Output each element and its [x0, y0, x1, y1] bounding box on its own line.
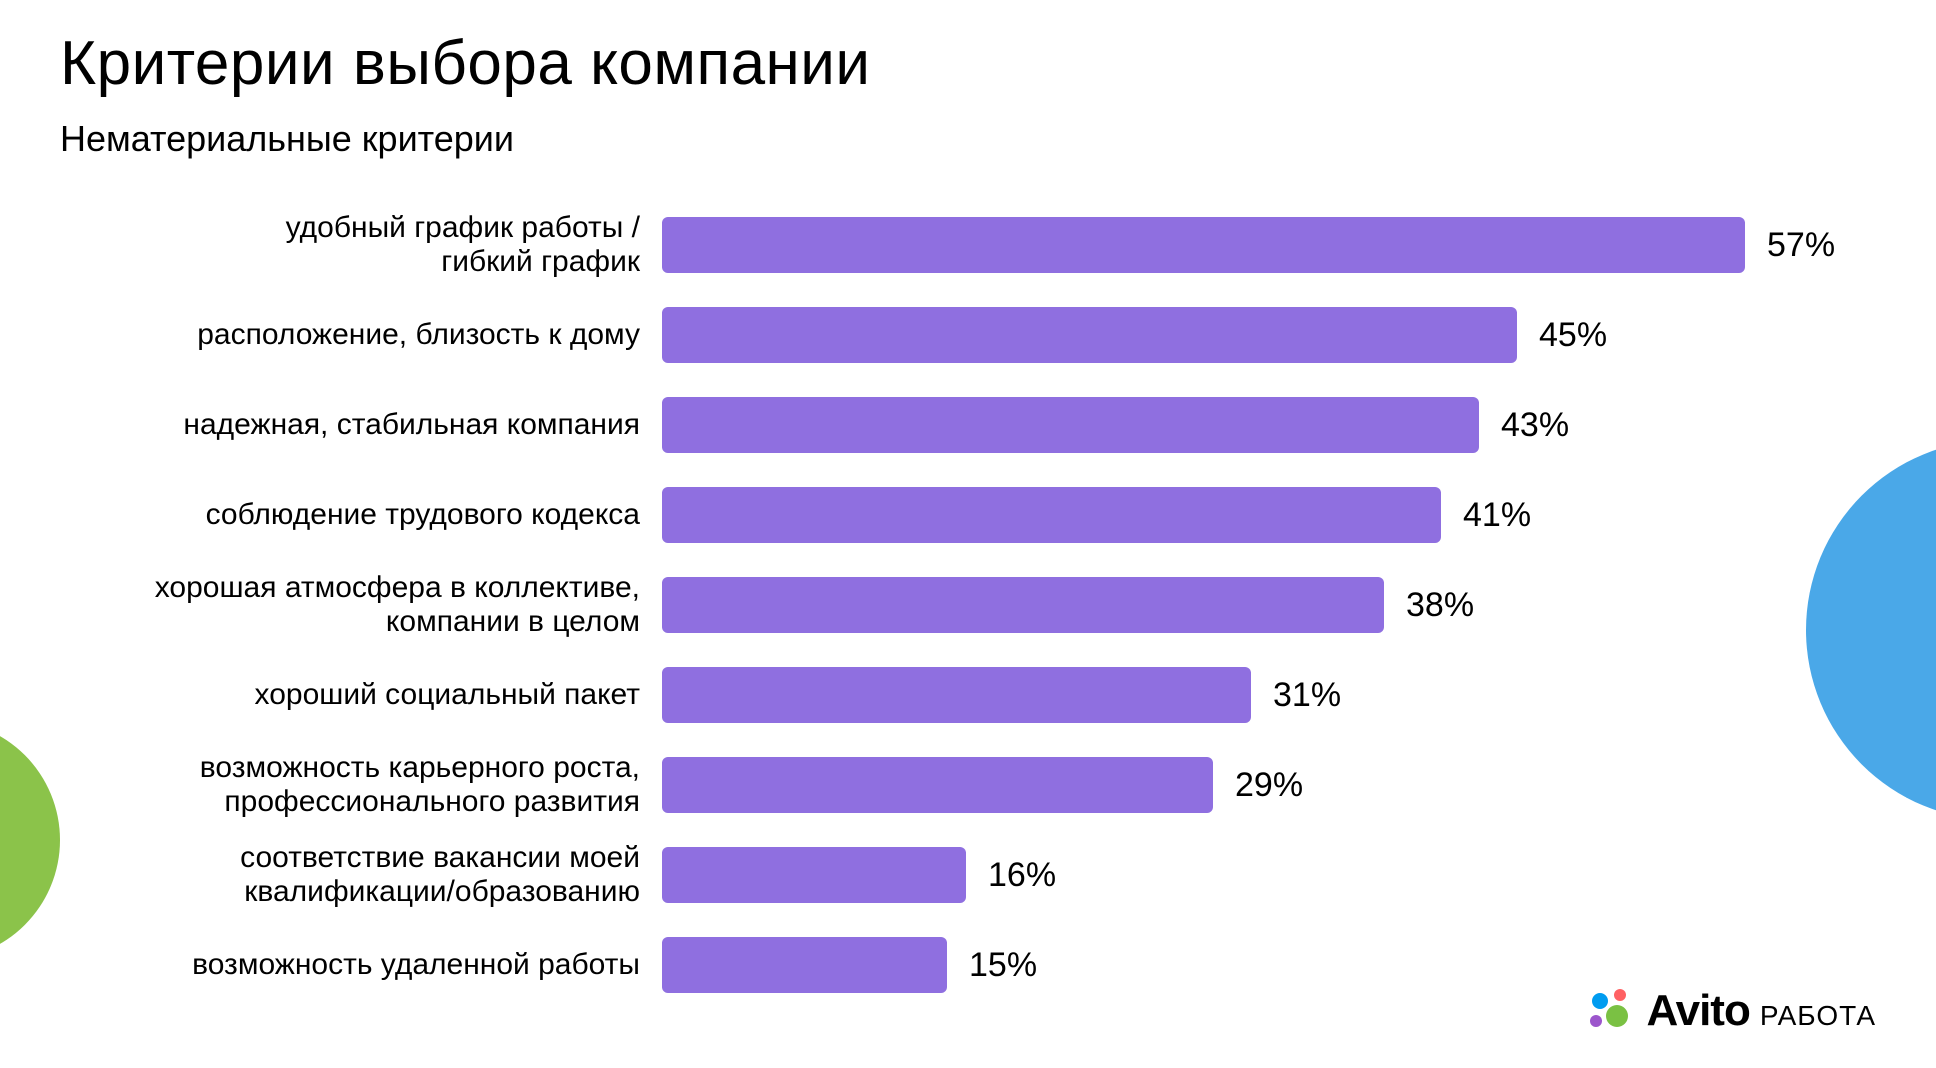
bar-area: 57%	[662, 215, 1835, 275]
slide-subtitle: Нематериальные критерии	[60, 118, 514, 160]
bar-area: 38%	[662, 575, 1802, 635]
logo-dot	[1590, 1015, 1602, 1027]
bar-value: 29%	[1235, 766, 1303, 805]
bar-label: соблюдение трудового кодекса	[0, 498, 662, 532]
bar-value: 15%	[969, 946, 1037, 985]
bar-area: 31%	[662, 665, 1802, 725]
logo-dot	[1614, 989, 1626, 1001]
bar-label: соответствие вакансии моей квалификации/…	[0, 841, 662, 908]
bar-area: 45%	[662, 305, 1802, 365]
chart-row: возможность карьерного роста, профессион…	[0, 740, 1936, 830]
bar-label: возможность удаленной работы	[0, 948, 662, 982]
chart-row: удобный график работы / гибкий график 57%	[0, 200, 1936, 290]
bar-value: 38%	[1406, 586, 1474, 625]
logo-brand: Avito	[1646, 986, 1749, 1036]
bar-area: 29%	[662, 755, 1802, 815]
bar	[662, 397, 1479, 453]
bar-value: 16%	[988, 856, 1056, 895]
bar-label: хороший социальный пакет	[0, 678, 662, 712]
bar-value: 31%	[1273, 676, 1341, 715]
avito-dots-icon	[1590, 989, 1634, 1033]
bar	[662, 487, 1441, 543]
bar-area: 16%	[662, 845, 1802, 905]
logo-dot	[1592, 993, 1608, 1009]
bar-label: возможность карьерного роста, профессион…	[0, 751, 662, 818]
slide: Критерии выбора компании Нематериальные …	[0, 0, 1936, 1068]
bar-label: хорошая атмосфера в коллективе, компании…	[0, 571, 662, 638]
brand-logo: Avito РАБОТА	[1590, 986, 1876, 1036]
chart-row: хорошая атмосфера в коллективе, компании…	[0, 560, 1936, 650]
bar-value: 57%	[1767, 226, 1835, 265]
slide-title: Критерии выбора компании	[60, 28, 871, 99]
bar-label: расположение, близость к дому	[0, 318, 662, 352]
bar-chart: удобный график работы / гибкий график 57%…	[0, 200, 1936, 1010]
bar-area: 41%	[662, 485, 1802, 545]
bar	[662, 667, 1251, 723]
bar	[662, 937, 947, 993]
chart-row: расположение, близость к дому 45%	[0, 290, 1936, 380]
chart-row: хороший социальный пакет 31%	[0, 650, 1936, 740]
chart-row: надежная, стабильная компания 43%	[0, 380, 1936, 470]
bar	[662, 577, 1384, 633]
bar	[662, 307, 1517, 363]
logo-text: Avito РАБОТА	[1646, 986, 1876, 1036]
logo-dot	[1606, 1005, 1628, 1027]
bar-value: 45%	[1539, 316, 1607, 355]
bar-label: удобный график работы / гибкий график	[0, 211, 662, 278]
bar-value: 43%	[1501, 406, 1569, 445]
bar-value: 41%	[1463, 496, 1531, 535]
bar-area: 43%	[662, 395, 1802, 455]
chart-row: соответствие вакансии моей квалификации/…	[0, 830, 1936, 920]
bar	[662, 217, 1745, 273]
bar	[662, 847, 966, 903]
chart-row: соблюдение трудового кодекса 41%	[0, 470, 1936, 560]
bar-label: надежная, стабильная компания	[0, 408, 662, 442]
bar	[662, 757, 1213, 813]
logo-suffix: РАБОТА	[1760, 1000, 1876, 1032]
